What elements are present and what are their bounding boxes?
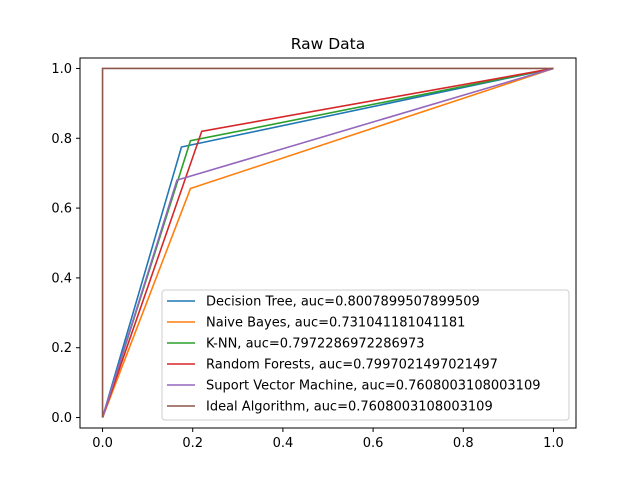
series-line-decision-tree (101, 67, 554, 418)
axes-frame (79, 57, 577, 429)
y-tick-label: 0.4 (51, 271, 72, 286)
legend-label-k-nn: K-NN, auc=0.7972286972286973 (206, 337, 425, 352)
series-line-naive-bayes (101, 67, 554, 418)
chart-title: Raw Data (291, 35, 366, 53)
y-tick-label: 0.0 (51, 411, 72, 426)
y-tick-label: 0.2 (51, 341, 72, 356)
legend-label-suport-vector-machine: Suport Vector Machine, auc=0.76080031080… (206, 379, 541, 394)
series-line-random-forests (101, 67, 554, 418)
series-line-ideal-algorithm (101, 67, 554, 418)
series-layer (101, 67, 554, 418)
legend-label-random-forests: Random Forests, auc=0.7997021497021497 (206, 358, 498, 373)
x-tick-label: 0.6 (363, 436, 384, 451)
x-tick-label: 0.4 (273, 436, 294, 451)
y-tick-label: 1.0 (51, 62, 72, 77)
legend-label-decision-tree: Decision Tree, auc=0.8007899507899509 (206, 295, 480, 310)
legend-label-naive-bayes: Naive Bayes, auc=0.731041181041181 (206, 316, 465, 331)
legend-label-ideal-algorithm: Ideal Algorithm, auc=0.7608003108003109 (206, 400, 493, 415)
legend-box (161, 289, 570, 421)
x-tick-label: 1.0 (543, 436, 564, 451)
y-axis: 0.0 0.2 0.4 0.6 0.8 1.0 (51, 62, 80, 426)
legend: Decision Tree, auc=0.8007899507899509 Nai… (161, 289, 570, 421)
y-tick-label: 0.8 (51, 132, 72, 147)
x-tick-label: 0.0 (92, 436, 113, 451)
series-line-suport-vector-machine (101, 67, 554, 418)
x-tick-label: 0.2 (182, 436, 203, 451)
x-axis: 0.0 0.2 0.4 0.6 0.8 1.0 (92, 428, 564, 451)
y-tick-label: 0.6 (51, 202, 72, 217)
x-tick-label: 0.8 (453, 436, 474, 451)
